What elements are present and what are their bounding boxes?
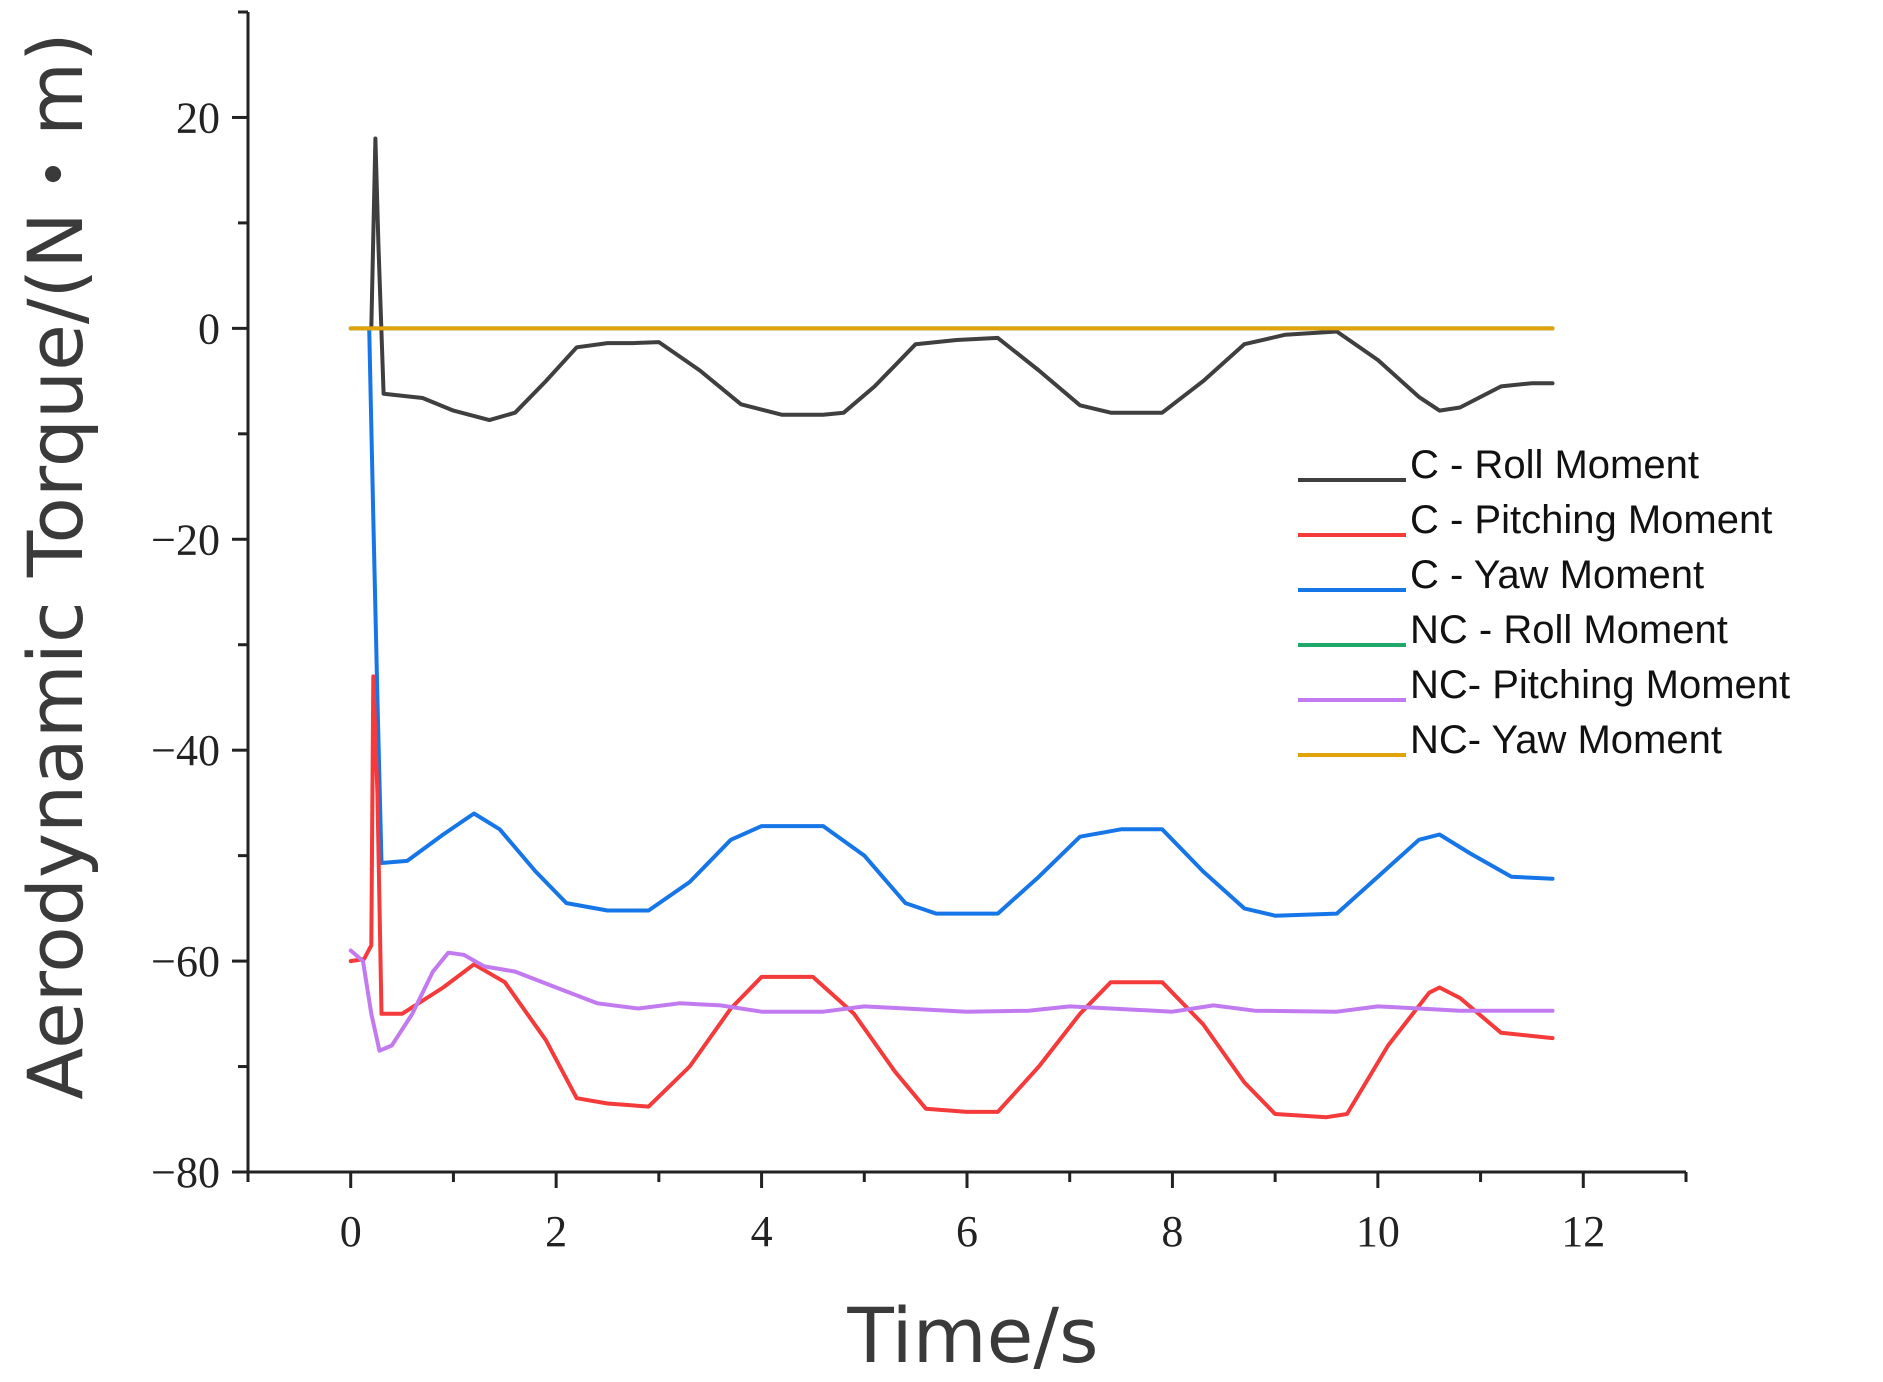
y-tick-label: 20 <box>176 93 220 142</box>
legend-label: NC- Pitching Moment <box>1410 663 1790 707</box>
y-tick-label: 0 <box>198 304 220 353</box>
legend-label: C - Yaw Moment <box>1410 553 1704 597</box>
legend-label: NC - Roll Moment <box>1410 608 1728 652</box>
legend-label: C - Pitching Moment <box>1410 498 1772 542</box>
y-axis-label: Aerodynamic Torque/(N・m) <box>11 32 100 1099</box>
series-line-c-pitching-moment <box>348 674 1555 1120</box>
x-tick-label: 0 <box>340 1207 362 1256</box>
y-tick-label: −80 <box>151 1148 220 1197</box>
y-ticks: 20 0 −20 −40 −60 −80 <box>151 10 248 1197</box>
y-tick-label: −40 <box>151 726 220 775</box>
x-ticks: 0 2 4 6 8 10 12 <box>246 1172 1688 1256</box>
legend-label: C - Roll Moment <box>1410 443 1699 487</box>
series-layer <box>348 136 1555 1120</box>
y-tick-label: −60 <box>151 937 220 986</box>
series-line-c-roll-moment <box>369 136 1555 423</box>
series-line-nc-pitching-moment <box>348 948 1555 1053</box>
legend: C - Roll Moment C - Pitching Moment C - Ya… <box>1298 443 1790 762</box>
legend-label: NC- Yaw Moment <box>1410 718 1722 762</box>
plot-area: 0 2 4 6 8 10 12 20 0 −20 −40 −60 −80 <box>151 10 1688 1256</box>
x-tick-label: 2 <box>545 1207 567 1256</box>
x-axis-label: Time/s <box>846 1291 1098 1380</box>
series-line-c-yaw-moment <box>367 326 1555 918</box>
x-tick-label: 4 <box>751 1207 773 1256</box>
x-tick-label: 8 <box>1161 1207 1183 1256</box>
x-tick-label: 10 <box>1356 1207 1400 1256</box>
x-tick-label: 12 <box>1561 1207 1605 1256</box>
y-tick-label: −20 <box>151 515 220 564</box>
x-tick-label: 6 <box>956 1207 978 1256</box>
